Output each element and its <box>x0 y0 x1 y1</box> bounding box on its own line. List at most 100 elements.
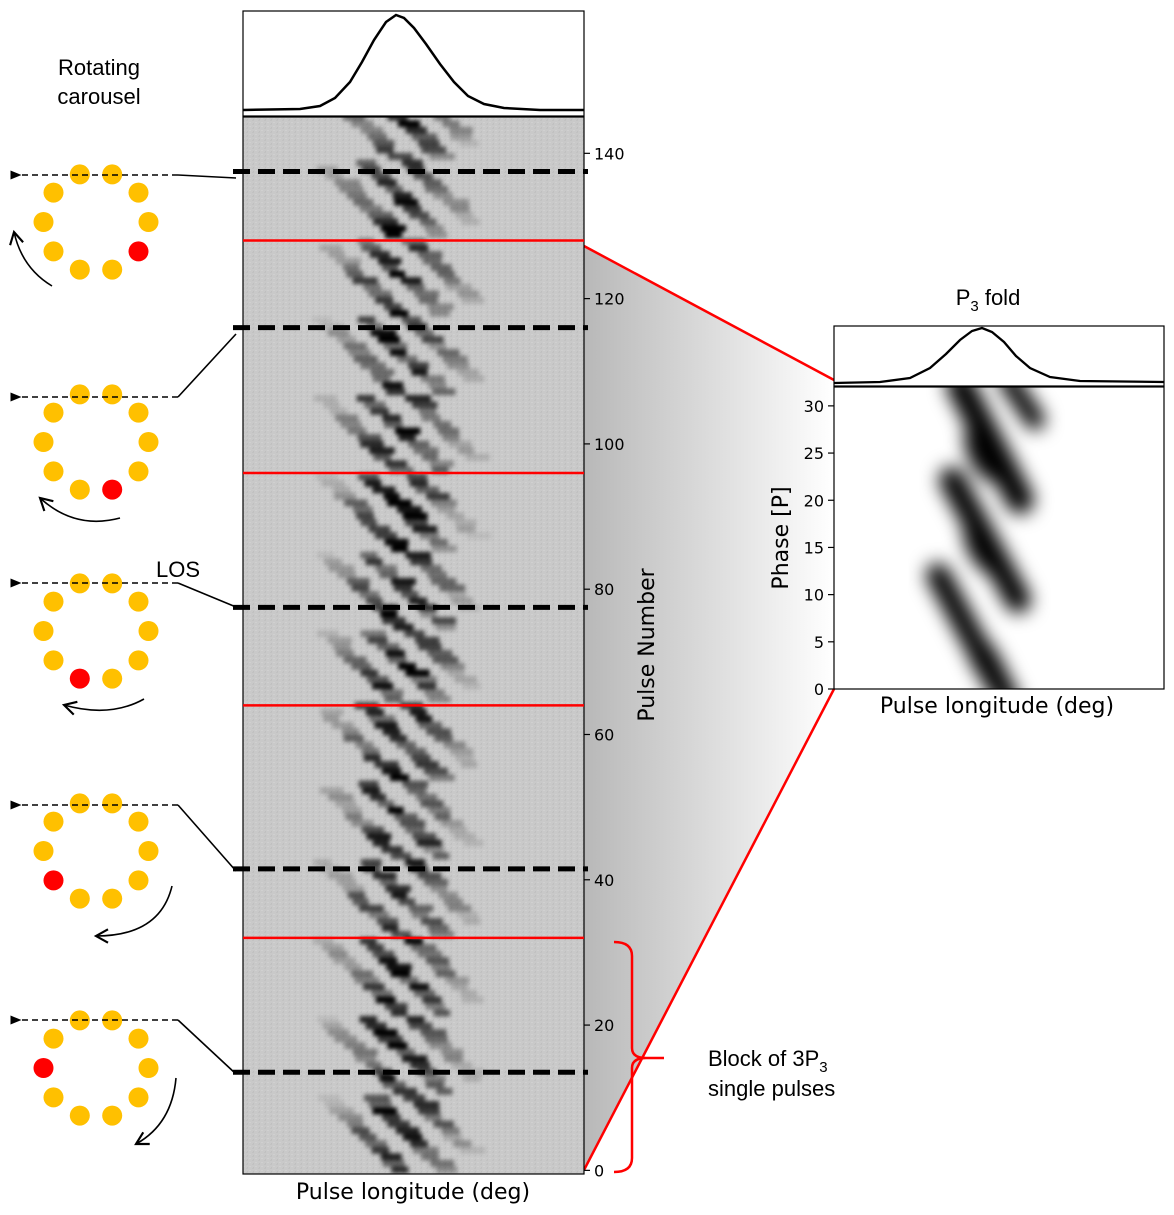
spark <box>138 1058 159 1078</box>
zoom-fan <box>584 246 834 1170</box>
spark <box>69 259 90 280</box>
spark <box>128 402 149 423</box>
fold-profile-curve <box>833 326 1165 385</box>
fold-y-tick-label: 25 <box>804 444 824 463</box>
spark <box>33 432 54 452</box>
fold-x-axis-label: Pulse longitude (deg) <box>880 694 1114 719</box>
spark <box>102 668 123 689</box>
los-connector <box>177 333 237 398</box>
main-y-axis-label: Pulse Number <box>635 567 660 721</box>
rotation-arrow <box>61 698 145 716</box>
main-y-tick-label: 80 <box>594 580 614 599</box>
fold-y-tick-label: 5 <box>814 633 824 652</box>
fold-y-tick-label: 0 <box>814 680 824 699</box>
spark <box>69 888 90 909</box>
spark <box>102 384 123 405</box>
spark <box>138 621 159 641</box>
main-x-axis-label: Pulse longitude (deg) <box>296 1180 530 1205</box>
carousel <box>10 164 237 280</box>
pulse-stack-panel: 0 20 40 60 80 100 120 140 Pulse longitude (deg)… <box>233 116 660 1205</box>
spark <box>102 793 123 814</box>
main-y-tick-label: 60 <box>594 725 614 744</box>
main-y-tick-label: 100 <box>594 435 625 454</box>
carousel <box>10 1010 237 1126</box>
spark-marked <box>102 479 123 500</box>
spark-marked <box>128 241 149 262</box>
spark <box>43 811 64 832</box>
spark <box>128 650 149 671</box>
carousel <box>10 793 237 909</box>
spark-marked <box>33 1058 54 1078</box>
spark-marked <box>43 870 64 891</box>
spark <box>102 888 123 909</box>
spark <box>69 1010 90 1031</box>
fold-y-tick-label: 15 <box>804 538 824 557</box>
spark <box>128 811 149 832</box>
spark <box>43 461 64 482</box>
fold-map-panel: 0 5 10 15 20 25 30 Pulse longitude (deg) Phase… <box>769 386 1165 719</box>
spark <box>138 432 159 452</box>
spark <box>69 479 90 500</box>
carousel <box>10 573 237 689</box>
spark <box>33 212 54 232</box>
spark <box>128 591 149 612</box>
spark <box>43 650 64 671</box>
los-connector <box>177 804 237 872</box>
main-profile-panel <box>242 10 585 117</box>
spark <box>128 1087 149 1108</box>
spark <box>69 384 90 405</box>
spark <box>138 841 159 861</box>
p3-fold-title: P3 fold <box>956 285 1021 315</box>
spark <box>128 182 149 203</box>
block-label-line1: Block of 3P3 <box>708 1046 828 1076</box>
spark <box>43 1087 64 1108</box>
spark <box>102 1105 123 1126</box>
spark <box>138 212 159 232</box>
zoom-line-bottom <box>582 688 836 1171</box>
fold-y-tick-label: 30 <box>804 397 824 416</box>
rotation-arrow <box>134 1077 177 1146</box>
spark <box>102 259 123 280</box>
spark <box>128 461 149 482</box>
spark <box>43 182 64 203</box>
spark <box>33 621 54 641</box>
carousel-title-line1: Rotating <box>58 55 140 80</box>
spark <box>33 841 54 861</box>
fold-y-tick-label: 20 <box>804 491 824 510</box>
spark <box>69 793 90 814</box>
spark <box>43 402 64 423</box>
main-y-tick-label: 0 <box>594 1161 604 1180</box>
spark <box>128 1028 149 1049</box>
carousels <box>9 164 237 1146</box>
main-y-tick-label: 20 <box>594 1016 614 1035</box>
rotation-arrow <box>38 496 121 523</box>
los-connector <box>177 1019 237 1075</box>
main-y-tick-label: 40 <box>594 871 614 890</box>
rotation-arrow <box>9 229 53 287</box>
carousel <box>10 333 237 500</box>
fold-drift-bands <box>926 387 1045 689</box>
block-label-line2: single pulses <box>708 1076 835 1101</box>
main-y-tick-label: 120 <box>594 290 625 309</box>
fold-profile-panel <box>833 325 1165 387</box>
spark <box>128 870 149 891</box>
fold-y-axis-label: Phase [P] <box>769 486 794 589</box>
fold-y-tick-label: 10 <box>804 586 824 605</box>
block-brace <box>613 940 664 1174</box>
main-y-tick-label: 140 <box>594 144 625 163</box>
spark <box>43 591 64 612</box>
spark-marked <box>69 668 90 689</box>
carousel-title-line2: carousel <box>57 84 140 109</box>
spark <box>69 164 90 185</box>
los-connector <box>177 582 237 608</box>
spark <box>69 1105 90 1126</box>
los-label: LOS <box>156 557 200 582</box>
rotation-arrow <box>93 885 173 944</box>
zoom-line-top <box>583 244 835 382</box>
spark <box>43 1028 64 1049</box>
los-connector <box>177 174 237 179</box>
main-profile-curve <box>242 13 584 112</box>
spark <box>43 241 64 262</box>
spark <box>69 573 90 594</box>
